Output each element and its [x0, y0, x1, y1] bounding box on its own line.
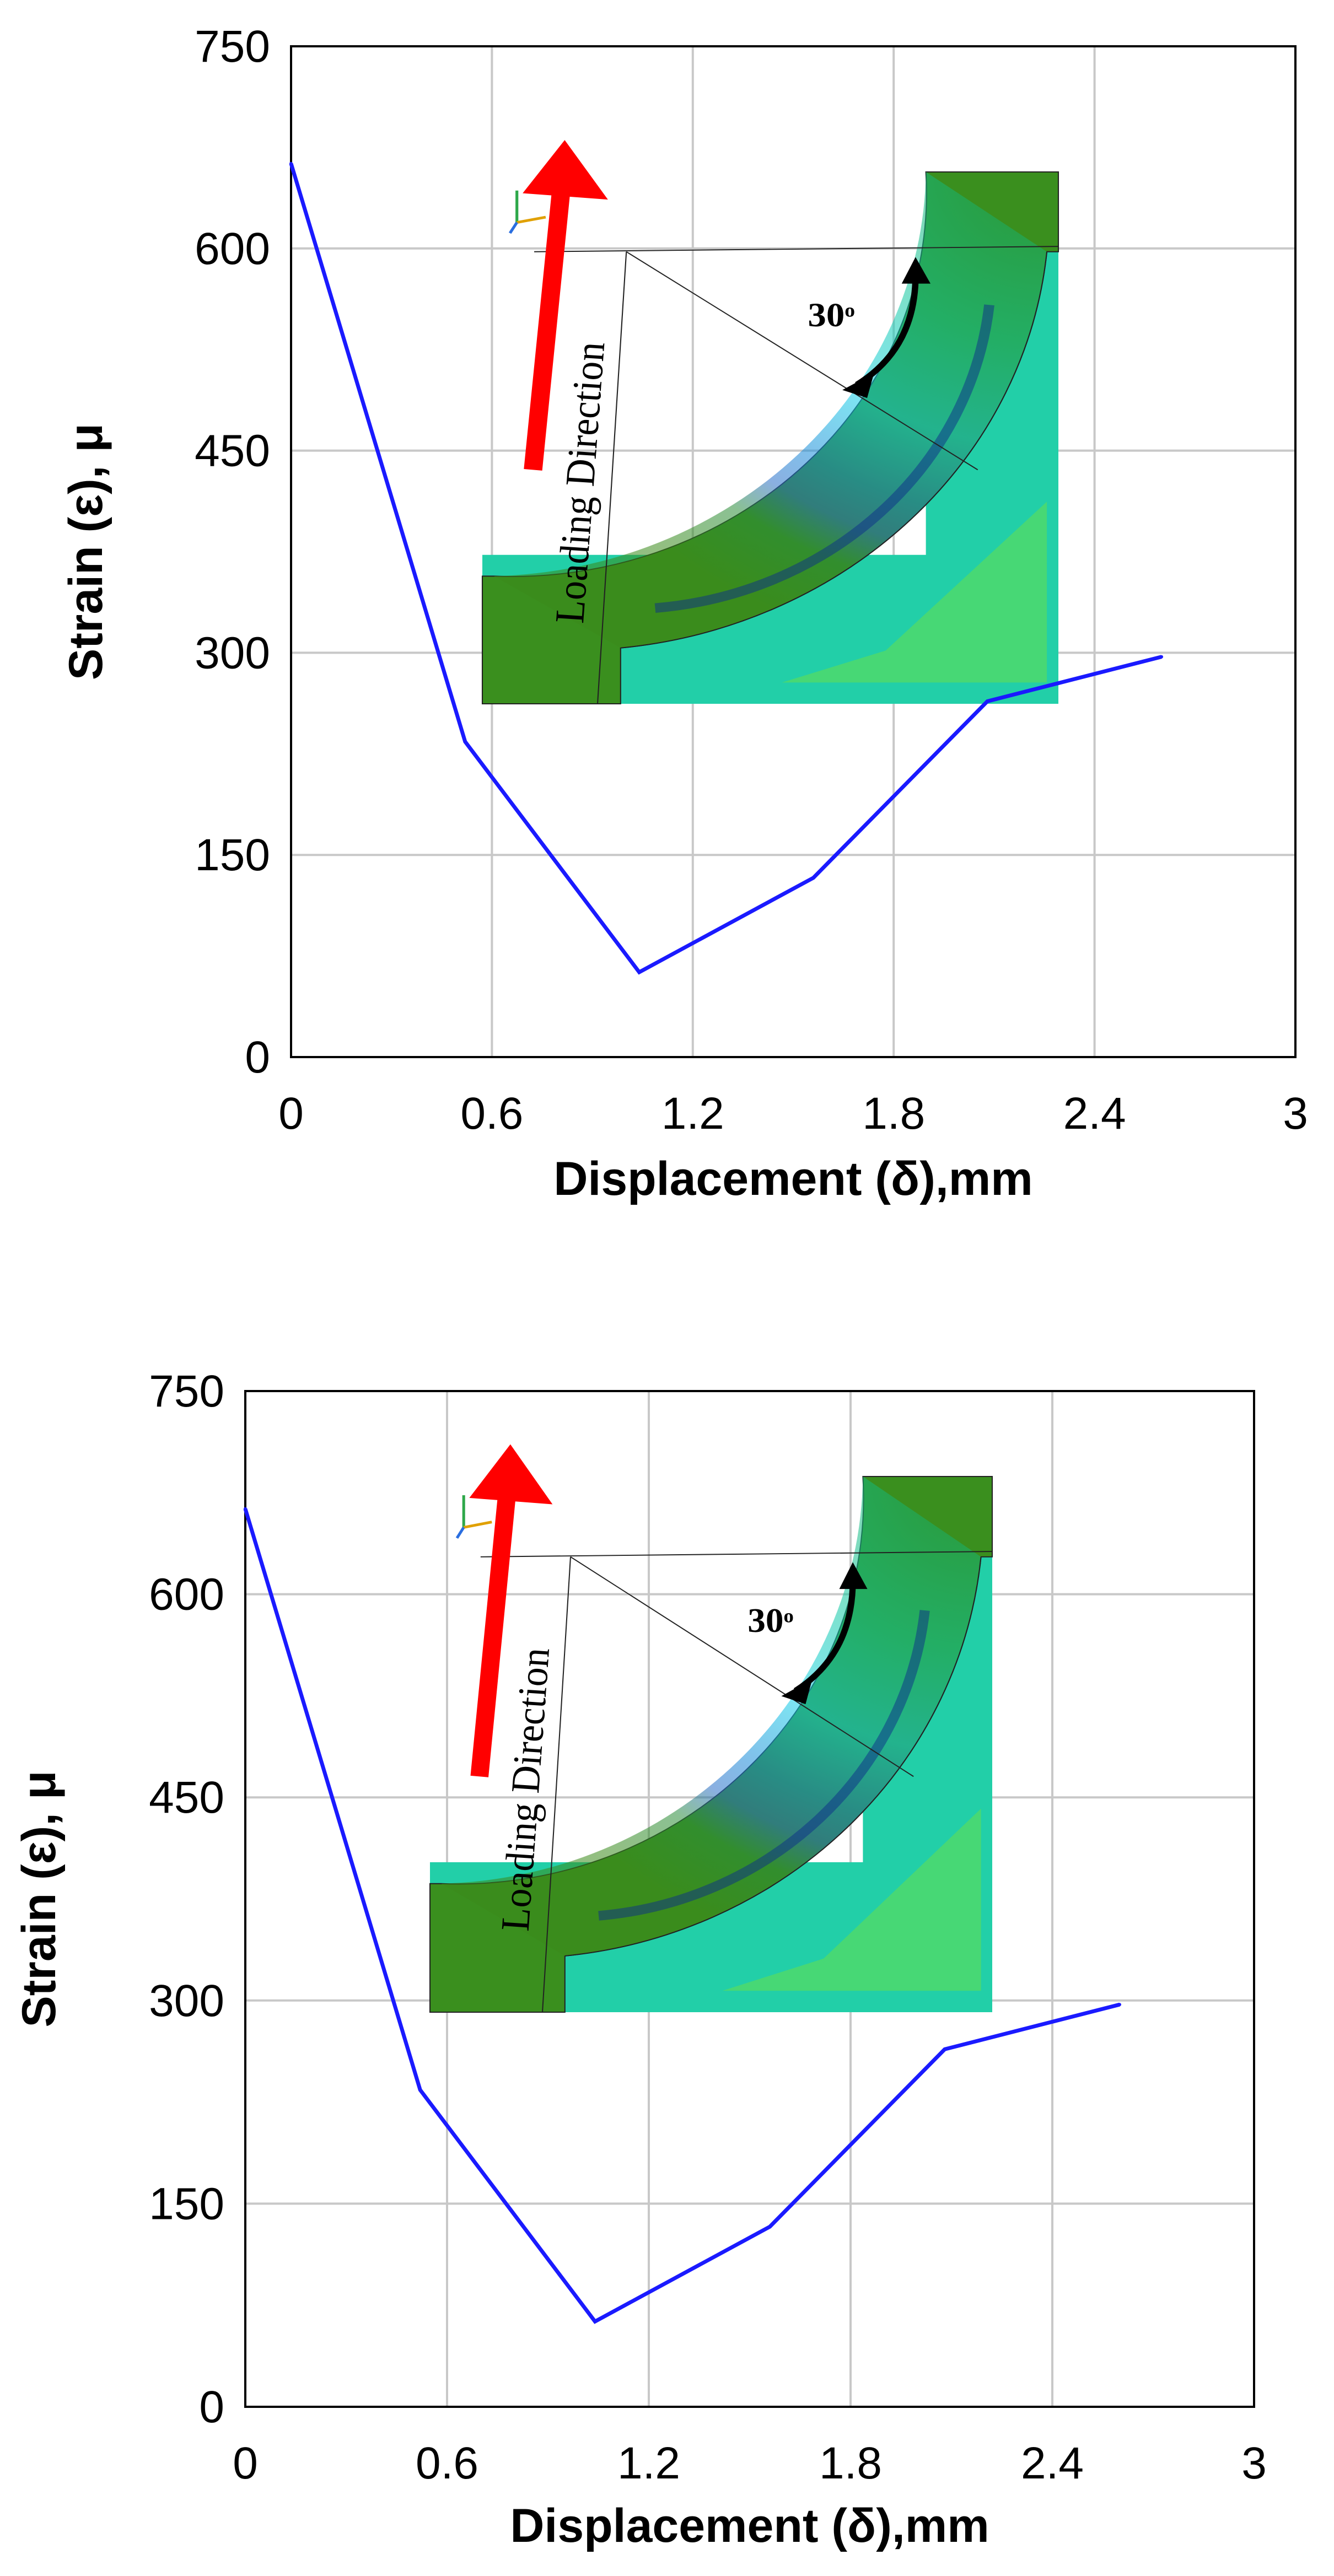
x-tick-label: 1.2	[617, 2438, 680, 2488]
fe-inner-edge	[620, 251, 1048, 649]
data-point	[811, 876, 815, 880]
fe-inner-edge	[564, 1556, 982, 1957]
loading-direction-arrowhead	[523, 140, 608, 200]
reference-horizontal-line	[534, 246, 1059, 252]
chart-top: Loading Direction 30o 0 0.6 1.2 1.8 2.4 3 0 150 30…	[60, 21, 1308, 1205]
angle-arc-arrow	[793, 1575, 856, 1694]
x-tick-label: 2.4	[1021, 2438, 1084, 2488]
fe-ring-gradient	[441, 1476, 981, 1956]
plot-frame	[244, 1390, 1255, 2408]
x-tick-label: 0.6	[460, 1088, 523, 1139]
coordinate-triad-icon	[508, 190, 546, 234]
y-axis-label: Strain (ε), μ	[13, 1770, 66, 2027]
x-tick-label: 2.4	[1063, 1088, 1126, 1139]
y-tick-label: 0	[199, 2382, 224, 2432]
series-line	[243, 1508, 1120, 2324]
y-tick-label: 0	[245, 1032, 270, 1082]
x-axis-label: Displacement (δ),mm	[553, 1152, 1032, 1205]
data-point	[637, 970, 641, 974]
fe-ring-gradient	[493, 172, 1047, 648]
data-point	[244, 1507, 247, 1511]
angle-arrowhead-bottom	[781, 1679, 813, 1705]
x-tick-label: 0	[278, 1088, 304, 1139]
angle-label: 30o	[808, 296, 855, 333]
x-tick-label: 1.8	[819, 2438, 882, 2488]
reference-30deg-line	[570, 1556, 914, 1777]
y-tick-label: 750	[195, 21, 270, 72]
reference-vertical-line	[541, 1556, 572, 2013]
y-axis-label: Strain (ε), μ	[60, 423, 112, 680]
angle-arrowhead-top	[901, 257, 931, 284]
x-axis-label: Displacement (δ),mm	[510, 2499, 989, 2552]
y-tick-label: 750	[149, 1366, 224, 1416]
fe-stress-contour	[598, 1610, 930, 1921]
chart-bottom: Loading Direction 30o 0 0.6 1.2 1.8 2.4 3 0 150 30…	[0, 1288, 1334, 2576]
data-point	[593, 2320, 597, 2324]
data-point	[418, 2088, 422, 2092]
angle-unit: o	[844, 300, 855, 321]
reference-horizontal-line	[480, 1551, 993, 1558]
fe-stress-contour	[654, 304, 994, 613]
data-point	[463, 740, 467, 743]
x-tick-label: 3	[1283, 1088, 1308, 1139]
angle-arc-arrow	[855, 270, 919, 387]
y-tick-label: 150	[195, 830, 270, 880]
y-tick-label: 450	[195, 426, 270, 476]
y-tick-label: 150	[149, 2179, 224, 2229]
loading-direction-arrow-shaft	[524, 171, 572, 471]
x-tick-label: 1.8	[862, 1088, 925, 1139]
coordinate-triad-icon	[455, 1495, 492, 1539]
data-point	[768, 2225, 772, 2229]
loading-direction-arrow-shaft	[470, 1475, 518, 1777]
loading-direction-arrowhead	[469, 1444, 553, 1505]
data-point	[1160, 655, 1164, 659]
reference-30deg-line	[626, 251, 978, 471]
y-tick-label: 450	[149, 1772, 224, 1823]
x-tick-label: 0.6	[416, 2438, 478, 2488]
x-tick-label: 0	[233, 2438, 258, 2488]
plot-frame	[290, 45, 1297, 1058]
x-tick-label: 3	[1241, 2438, 1267, 2488]
fe-mesh-highlight	[722, 1808, 981, 1991]
data-point	[943, 2047, 946, 2051]
series-line	[289, 163, 1162, 975]
angle-unit: o	[784, 1605, 794, 1626]
angle-arrowhead-top	[839, 1562, 868, 1589]
x-tick-label: 1.2	[661, 1088, 724, 1139]
angle-label: 30o	[747, 1601, 794, 1639]
fe-mesh-highlight	[782, 502, 1047, 683]
data-point	[986, 699, 989, 703]
y-tick-label: 300	[195, 628, 270, 678]
y-tick-label: 300	[149, 1976, 224, 2026]
y-tick-label: 600	[149, 1570, 224, 1620]
angle-arrowhead-bottom	[842, 373, 874, 398]
y-tick-label: 600	[195, 224, 270, 274]
reference-vertical-line	[596, 251, 627, 704]
data-point	[1118, 2003, 1121, 2007]
data-point	[289, 161, 293, 165]
